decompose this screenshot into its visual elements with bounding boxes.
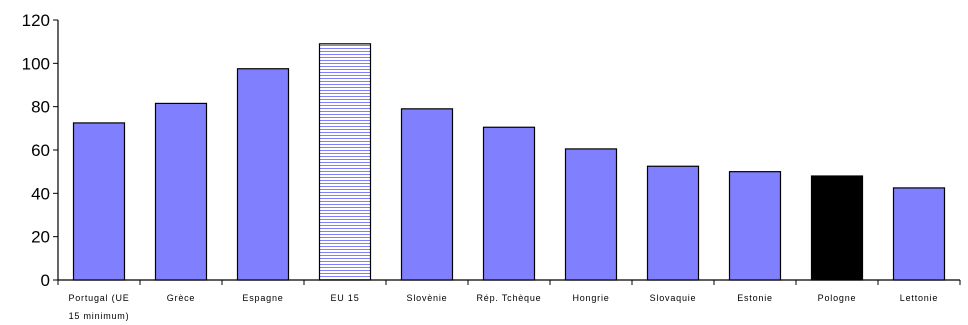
x-tick-label: 15 minimum) xyxy=(69,311,130,321)
x-tick-label: Portugal (UE xyxy=(68,293,129,303)
y-tick-label: 100 xyxy=(22,54,50,73)
bar xyxy=(892,187,946,281)
bar xyxy=(236,68,290,281)
x-tick-label: Grèce xyxy=(167,293,196,303)
x-tick-label: Estonie xyxy=(737,293,773,303)
x-tick-label: Slovènie xyxy=(407,293,448,303)
x-tick-label: Slovaquie xyxy=(650,293,697,303)
bar xyxy=(400,108,454,281)
y-tick-label: 40 xyxy=(31,184,50,203)
y-axis-labels: 0 20 40 60 80 100 120 xyxy=(22,11,50,290)
bar xyxy=(646,165,700,281)
x-tick-label: Pologne xyxy=(818,293,857,303)
bar xyxy=(154,102,208,281)
x-tick-label: Rép. Tchèque xyxy=(477,293,542,303)
x-tick-label: Lettonie xyxy=(900,293,938,303)
x-tick-label: Hongrie xyxy=(572,293,609,303)
y-tick-label: 20 xyxy=(31,228,50,247)
x-tick-label: Espagne xyxy=(242,293,283,303)
bar xyxy=(318,43,372,281)
bar xyxy=(72,122,126,281)
chart-bars xyxy=(72,43,946,281)
y-tick-label: 80 xyxy=(31,98,50,117)
y-tick-label: 120 xyxy=(22,11,50,30)
bar xyxy=(564,148,618,281)
x-tick-label: EU 15 xyxy=(330,293,359,303)
y-tick-label: 60 xyxy=(31,141,50,160)
x-axis-labels: Portugal (UE 15 minimum) Grèce Espagne EU 15… xyxy=(68,293,938,321)
bar xyxy=(810,175,864,281)
bar xyxy=(482,126,536,281)
y-tick-label: 0 xyxy=(41,271,50,290)
bar xyxy=(728,171,782,281)
